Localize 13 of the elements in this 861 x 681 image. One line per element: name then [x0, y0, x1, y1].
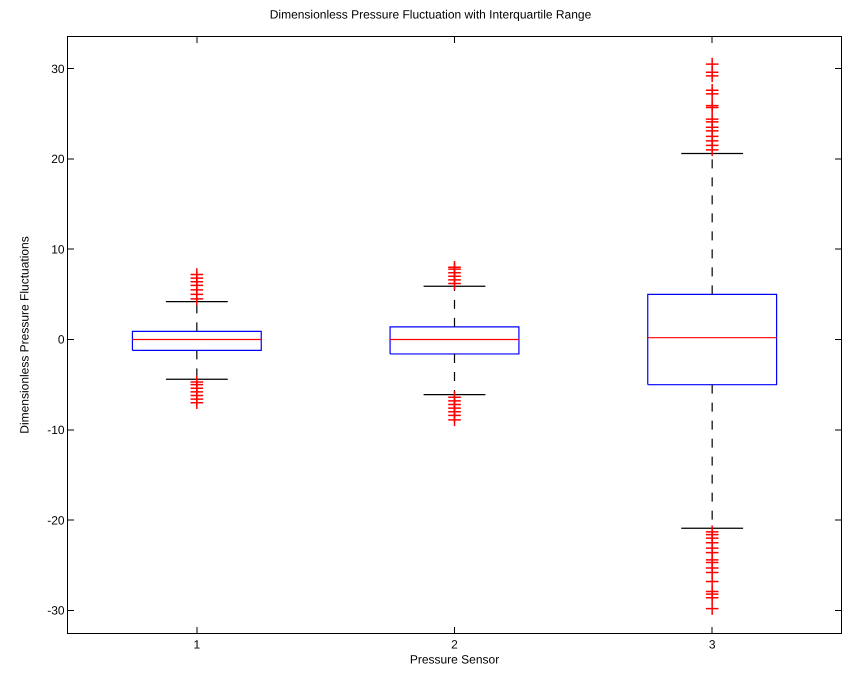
x-tick-label: 3 — [708, 637, 716, 652]
x-axis-title: Pressure Sensor — [410, 652, 500, 666]
y-axis-title: Dimensionless Pressure Fluctuations — [18, 236, 32, 434]
y-tick-label: -30 — [47, 604, 65, 618]
y-tick-label: 10 — [51, 242, 65, 256]
y-tick-label: -10 — [47, 423, 65, 438]
x-tick-label: 1 — [193, 637, 200, 652]
y-tick-label: -20 — [47, 513, 65, 528]
y-tick-label: 30 — [51, 62, 65, 76]
x-tick-label: 2 — [451, 637, 458, 652]
y-tick-label: 0 — [58, 332, 65, 347]
chart-title: Dimensionless Pressure Fluctuation with Interquartile Range — [270, 8, 592, 22]
y-tick-label: 20 — [51, 152, 65, 166]
